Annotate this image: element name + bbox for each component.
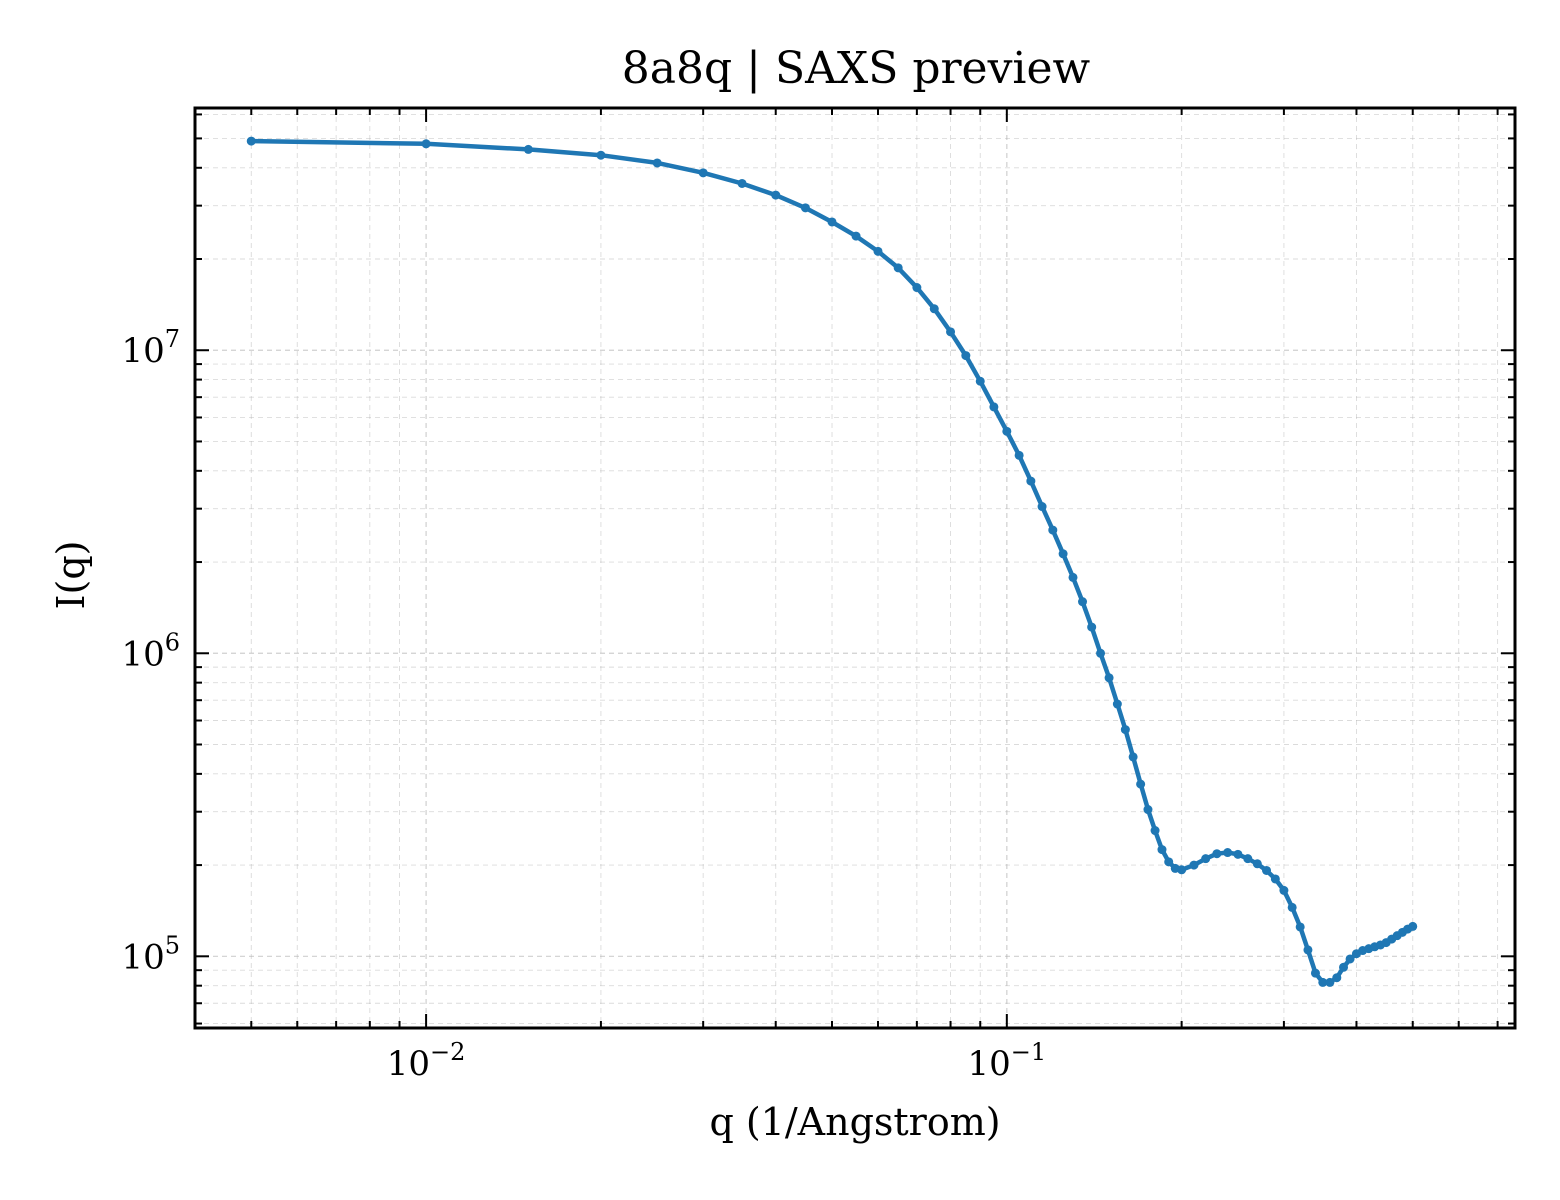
data-point xyxy=(523,144,533,154)
data-point xyxy=(946,327,956,337)
data-point xyxy=(1223,848,1233,858)
data-point xyxy=(1037,502,1047,512)
data-point xyxy=(737,178,747,188)
data-point xyxy=(1104,673,1114,683)
data-point xyxy=(1189,860,1199,870)
data-point xyxy=(1295,922,1305,932)
data-point xyxy=(851,231,861,241)
data-point xyxy=(1120,725,1130,735)
data-point xyxy=(1201,854,1211,864)
data-point xyxy=(698,168,708,178)
data-point xyxy=(929,304,939,314)
data-point xyxy=(1048,525,1058,535)
x-tick-label: 10−1 xyxy=(967,1038,1046,1084)
data-point xyxy=(1332,973,1342,983)
data-point xyxy=(1096,648,1106,658)
data-point xyxy=(1014,450,1024,460)
series-line xyxy=(249,138,1415,985)
data-point xyxy=(1303,945,1313,955)
data-point xyxy=(1078,597,1088,607)
data-point xyxy=(1177,865,1187,875)
data-point xyxy=(1112,699,1122,709)
data-point xyxy=(1002,426,1012,436)
data-point xyxy=(873,246,883,256)
grid xyxy=(194,108,1515,1028)
data-point xyxy=(246,136,256,146)
data-point xyxy=(421,139,431,149)
data-point xyxy=(1150,826,1160,836)
x-tick-label: 10−2 xyxy=(387,1038,466,1084)
data-point xyxy=(975,376,985,386)
data-point xyxy=(1318,977,1328,987)
data-point xyxy=(1136,779,1146,789)
data-point xyxy=(1212,849,1222,859)
data-point xyxy=(1339,962,1349,972)
data-point xyxy=(1279,885,1289,895)
data-point xyxy=(1243,854,1253,864)
y-tick-label: 105 xyxy=(121,931,180,977)
data-point xyxy=(1345,954,1355,964)
data-point xyxy=(912,283,922,293)
data-point xyxy=(1270,874,1280,884)
data-point xyxy=(893,263,903,273)
data-point xyxy=(1164,857,1174,867)
y-tick-label: 107 xyxy=(121,325,180,371)
data-point xyxy=(1310,968,1320,978)
data-point xyxy=(1128,752,1138,762)
data-point xyxy=(1408,921,1418,931)
chart-title: 8a8q | SAXS preview xyxy=(622,43,1091,94)
data-point xyxy=(596,150,606,160)
data-point xyxy=(1233,849,1243,859)
data-point xyxy=(800,203,810,213)
data-point xyxy=(1058,549,1068,559)
data-point xyxy=(1262,865,1272,875)
data-point xyxy=(1157,845,1167,855)
data-point xyxy=(1143,805,1153,815)
data-series xyxy=(246,136,1418,987)
data-point xyxy=(827,217,837,227)
data-point xyxy=(1252,859,1262,869)
data-point xyxy=(771,190,781,200)
x-axis-label: q (1/Angstrom) xyxy=(709,1100,1000,1144)
y-tick-label: 106 xyxy=(121,628,180,674)
data-point xyxy=(1026,476,1036,486)
data-point xyxy=(1087,622,1097,632)
data-point xyxy=(1325,977,1335,987)
data-point xyxy=(961,351,971,361)
data-point xyxy=(1068,572,1078,582)
data-point xyxy=(1287,902,1297,912)
data-point xyxy=(989,402,999,412)
y-axis-label: I(q) xyxy=(49,541,93,610)
data-point xyxy=(652,158,662,168)
plot-frame xyxy=(193,106,1517,1030)
